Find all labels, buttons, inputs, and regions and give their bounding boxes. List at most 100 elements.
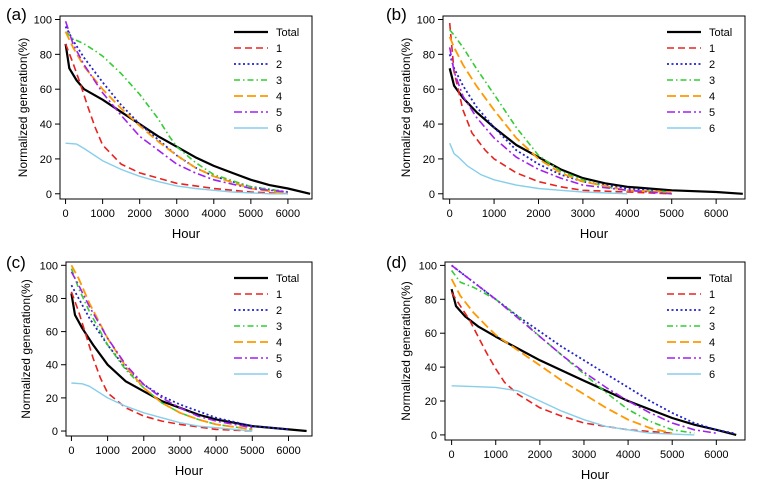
legend-label-total: Total xyxy=(276,27,299,39)
plot-frame xyxy=(444,261,746,441)
series-line-6 xyxy=(451,385,695,436)
y-tick-label: 40 xyxy=(423,119,435,131)
legend: Total 1 2 3 4 5 6 xyxy=(234,27,299,135)
y-tick-label: 0 xyxy=(431,430,437,442)
legend-label-1: 1 xyxy=(709,289,715,301)
panel-label: (a) xyxy=(6,5,27,24)
x-tick-label: 2000 xyxy=(526,208,550,220)
y-tick-label: 80 xyxy=(425,294,437,306)
x-tick-label: 4000 xyxy=(202,208,226,220)
x-tick-label: 2000 xyxy=(528,449,552,461)
series-line-2 xyxy=(451,264,735,435)
legend-label-1: 1 xyxy=(276,43,282,55)
y-tick-label: 100 xyxy=(40,260,58,272)
legend: Total 1 2 3 4 5 6 xyxy=(667,27,732,135)
y-tick-label: 20 xyxy=(40,154,52,166)
series-line-6 xyxy=(449,142,628,195)
series-line-total xyxy=(64,43,311,195)
series-line-3 xyxy=(449,29,672,193)
legend-label-4: 4 xyxy=(276,337,282,349)
x-tick-label: 4000 xyxy=(616,449,640,461)
x-tick-label: 5000 xyxy=(659,208,683,220)
y-tick-label: 40 xyxy=(40,119,52,131)
x-axis-label: Hour xyxy=(580,226,609,241)
legend-label-5: 5 xyxy=(276,353,282,365)
x-tick-label: 2000 xyxy=(132,445,156,457)
x-tick-label: 4000 xyxy=(615,208,639,220)
legend-label-6: 6 xyxy=(276,369,282,381)
y-tick-label: 80 xyxy=(423,49,435,61)
legend-label-5: 5 xyxy=(709,353,715,365)
panel-label: (b) xyxy=(386,5,407,24)
y-tick-label: 40 xyxy=(46,360,58,372)
legend-label-6: 6 xyxy=(276,123,282,135)
y-tick-label: 20 xyxy=(425,396,437,408)
legend-label-total: Total xyxy=(709,273,732,285)
series-line-total xyxy=(450,288,737,436)
series-line-5 xyxy=(64,20,288,193)
y-tick-label: 60 xyxy=(46,327,58,339)
y-axis-label: Normalized generation(%) xyxy=(16,38,30,177)
y-axis-label: Normalized generation(%) xyxy=(399,38,413,177)
panel-label: (c) xyxy=(6,253,26,272)
legend-label-3: 3 xyxy=(276,75,282,87)
x-tick-label: 6000 xyxy=(704,208,728,220)
x-tick-label: 1000 xyxy=(95,445,119,457)
legend-label-3: 3 xyxy=(709,321,715,333)
series-line-4 xyxy=(448,36,672,193)
series-line-1 xyxy=(448,22,672,195)
y-tick-label: 100 xyxy=(419,260,437,272)
legend-label-2: 2 xyxy=(276,305,282,317)
series-line-6 xyxy=(65,142,288,195)
x-tick-label: 4000 xyxy=(204,445,228,457)
series-line-1 xyxy=(450,292,673,434)
series-line-6 xyxy=(71,382,253,432)
y-axis-label: Normalized generation(%) xyxy=(399,281,413,420)
x-tick-label: 5000 xyxy=(239,208,263,220)
series-line-5 xyxy=(70,271,253,429)
series-line-4 xyxy=(450,278,673,435)
y-tick-label: 0 xyxy=(46,189,52,201)
y-tick-label: 40 xyxy=(425,362,437,374)
x-tick-label: 0 xyxy=(68,445,74,457)
legend-label-1: 1 xyxy=(709,43,715,55)
legend-label-2: 2 xyxy=(276,59,282,71)
y-tick-label: 60 xyxy=(40,84,52,96)
x-tick-label: 5000 xyxy=(240,445,264,457)
legend-label-6: 6 xyxy=(709,369,715,381)
y-tick-label: 20 xyxy=(46,393,58,405)
x-tick-label: 2000 xyxy=(127,208,151,220)
series-line-4 xyxy=(64,31,289,195)
legend-label-1: 1 xyxy=(276,289,282,301)
legend-label-3: 3 xyxy=(276,321,282,333)
x-tick-label: 5000 xyxy=(660,449,684,461)
legend-label-2: 2 xyxy=(709,59,715,71)
y-tick-label: 20 xyxy=(423,154,435,166)
y-tick-label: 0 xyxy=(52,426,58,438)
series-line-4 xyxy=(70,264,253,431)
legend-label-total: Total xyxy=(709,27,732,39)
series-line-2 xyxy=(64,26,289,193)
series-line-3 xyxy=(70,268,253,431)
series-line-3 xyxy=(65,31,289,193)
legend-label-4: 4 xyxy=(276,91,282,103)
legend: Total 1 2 3 4 5 6 xyxy=(667,273,732,381)
legend: Total 1 2 3 4 5 6 xyxy=(234,273,299,381)
y-tick-label: 0 xyxy=(429,189,435,201)
y-tick-label: 60 xyxy=(425,328,437,340)
x-tick-label: 1000 xyxy=(482,208,506,220)
x-tick-label: 6000 xyxy=(276,208,300,220)
x-tick-label: 3000 xyxy=(164,208,188,220)
y-tick-label: 100 xyxy=(417,14,435,26)
legend-label-5: 5 xyxy=(276,107,282,119)
x-tick-label: 1000 xyxy=(483,449,507,461)
legend-label-4: 4 xyxy=(709,337,715,349)
plot-frame xyxy=(59,15,313,200)
x-tick-label: 0 xyxy=(62,208,68,220)
x-tick-label: 3000 xyxy=(572,449,596,461)
x-tick-label: 1000 xyxy=(90,208,114,220)
